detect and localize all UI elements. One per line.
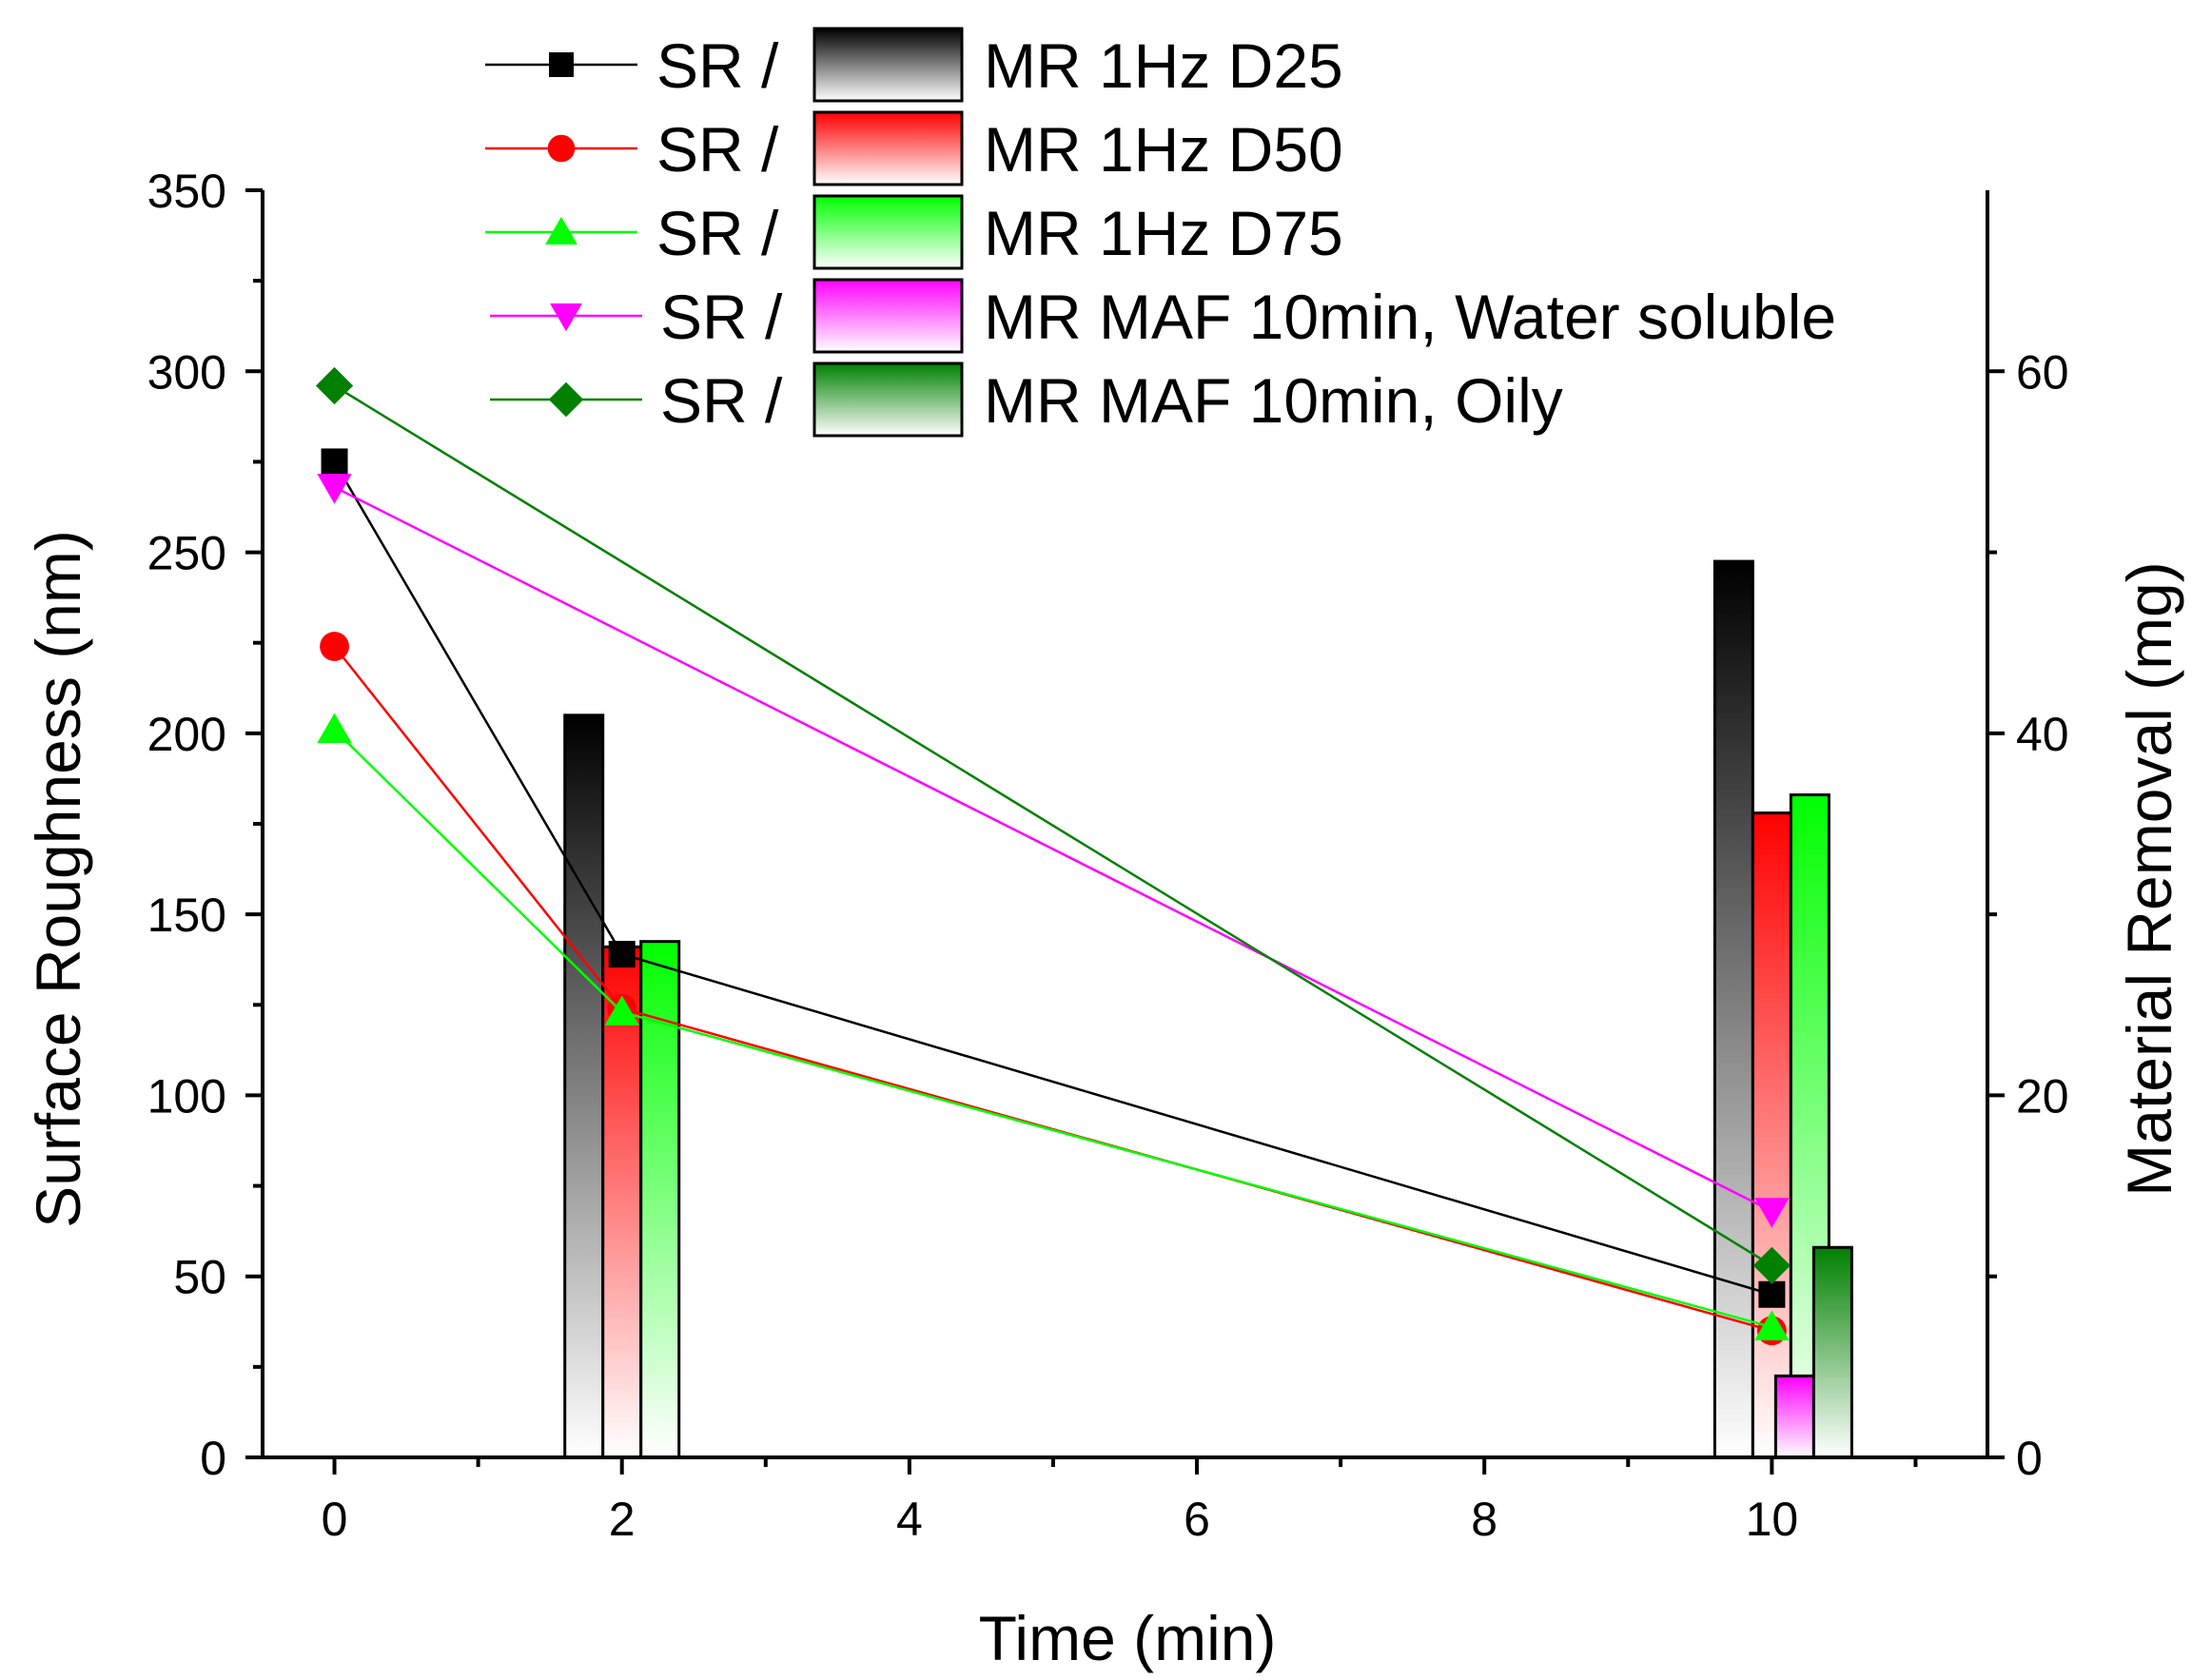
y2-tick-label-20: 20 (2016, 1069, 2069, 1123)
y-tick-label-100: 100 (147, 1069, 226, 1123)
legend-label-3: MR MAF 10min, Water soluble (984, 282, 1836, 352)
point-series-4-x0 (315, 366, 354, 405)
line-series-2 (333, 729, 1772, 1329)
point-series-3-x0 (317, 474, 352, 504)
x-tick-label-0: 0 (322, 1493, 348, 1546)
legend-label-2: MR 1Hz D75 (984, 198, 1343, 268)
legend-label-0: MR 1Hz D25 (984, 30, 1343, 101)
point-series-0-x0 (321, 448, 348, 476)
legend-marker-0 (549, 52, 574, 77)
bar-series-0-x2 (563, 713, 605, 1459)
legend-marker-4 (548, 381, 584, 418)
bar-series-3-x10 (1773, 1374, 1815, 1459)
legend-label-4: MR MAF 10min, Oily (984, 365, 1563, 436)
point-series-2-x10 (1754, 1310, 1790, 1340)
legend-label-1: MR 1Hz D50 (984, 114, 1343, 185)
y-tick-label-150: 150 (147, 889, 226, 942)
legend-swatch-3 (812, 278, 964, 354)
y-tick-label-200: 200 (147, 708, 226, 761)
x-tick-label-10: 10 (1746, 1493, 1799, 1546)
y-axis-title: Surface Roughness (nm) (23, 530, 93, 1228)
y-tick-label-0: 0 (200, 1432, 226, 1485)
legend-marker-3 (550, 303, 582, 332)
legend-separator-0: SR / (656, 30, 779, 101)
point-series-3-x10 (1754, 1198, 1790, 1228)
bar-series-1-x10 (1751, 811, 1792, 1459)
x-tick-label-6: 6 (1184, 1493, 1210, 1546)
legend-separator-1: SR / (656, 114, 779, 185)
legend-separator-3: SR / (660, 282, 783, 352)
y2-tick-label-0: 0 (2016, 1432, 2043, 1485)
line-series-1 (333, 645, 1772, 1333)
y-tick-label-300: 300 (147, 345, 226, 399)
point-series-2-x0 (317, 713, 352, 744)
point-series-0-x2 (608, 941, 636, 968)
y2-tick-label-60: 60 (2016, 345, 2069, 399)
lines-layer (315, 366, 1791, 1346)
x-tick-label-4: 4 (896, 1493, 923, 1546)
bars-layer (563, 559, 1853, 1459)
legend-swatch-4 (812, 361, 964, 438)
point-series-1-x0 (320, 632, 349, 661)
legend-separator-4: SR / (660, 365, 783, 436)
legend-separator-2: SR / (656, 198, 779, 268)
y-tick-label-250: 250 (147, 527, 226, 580)
point-series-0-x10 (1758, 1280, 1786, 1308)
legend: SR / MR 1Hz D25 SR / MR 1Hz D50 SR / MR 1Hz D… (485, 27, 1836, 438)
line-series-0 (333, 460, 1772, 1296)
legend-marker-1 (547, 134, 576, 163)
y-tick-label-50: 50 (173, 1251, 226, 1304)
y-tick-label-350: 350 (147, 165, 226, 218)
line-series-3 (333, 485, 1772, 1213)
point-series-4-x10 (1752, 1246, 1791, 1284)
legend-swatch-1 (812, 110, 964, 186)
legend-marker-2 (545, 216, 577, 244)
bar-series-4-x10 (1811, 1245, 1853, 1459)
legend-swatch-0 (812, 27, 964, 103)
x-tick-label-2: 2 (609, 1493, 636, 1546)
legend-swatch-2 (812, 194, 964, 270)
line-series-4 (333, 384, 1773, 1267)
x-axis-title: Time (min) (979, 1603, 1277, 1673)
y2-tick-label-40: 40 (2016, 708, 2069, 761)
point-series-2-x2 (604, 995, 639, 1026)
y2-axis-title: Material Removal (mg) (2114, 561, 2184, 1196)
x-tick-label-8: 8 (1471, 1493, 1497, 1546)
